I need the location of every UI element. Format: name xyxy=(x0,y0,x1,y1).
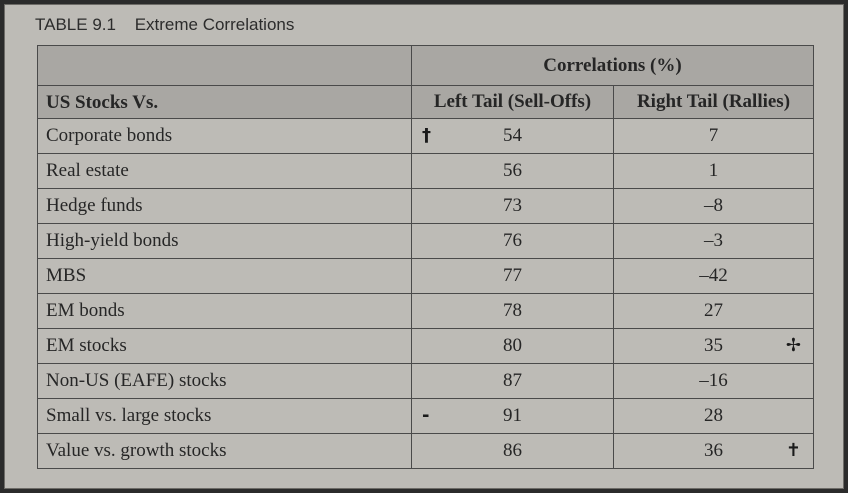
right-tail-number: 27 xyxy=(704,300,723,321)
table-number: TABLE 9.1 xyxy=(35,15,116,34)
table-row: Value vs. growth stocks 86 36 ✝ xyxy=(37,433,814,469)
left-tail-number: 80 xyxy=(503,335,522,356)
right-tail-number: 28 xyxy=(704,405,723,426)
row-label: MBS xyxy=(37,258,412,294)
right-tail-value: 28 xyxy=(613,398,814,434)
left-tail-number: 86 xyxy=(503,440,522,461)
column-header-right-tail: Right Tail (Rallies) xyxy=(613,85,814,119)
book-page: TABLE 9.1 Extreme Correlations Correlati… xyxy=(4,4,844,489)
right-tail-value: –3 xyxy=(613,223,814,259)
table-row: EM stocks 80 35 ✢ xyxy=(37,328,814,364)
table-row: Small vs. large stocks - 91 28 xyxy=(37,398,814,434)
right-tail-number: –16 xyxy=(699,370,728,391)
row-header: US Stocks Vs. xyxy=(37,85,412,119)
right-tail-number: 7 xyxy=(708,125,719,146)
right-tail-number: –3 xyxy=(704,230,723,251)
left-tail-number: 87 xyxy=(503,370,522,391)
row-label: Real estate xyxy=(37,153,412,189)
header-blank xyxy=(37,45,412,86)
table-row: EM bonds 78 27 xyxy=(37,293,814,329)
table-title: Extreme Correlations xyxy=(134,15,295,34)
left-tail-value: 56 xyxy=(411,153,614,189)
left-tail-value: 77 xyxy=(411,258,614,294)
right-tail-number: –42 xyxy=(699,265,728,286)
row-label: High-yield bonds xyxy=(37,223,412,259)
left-tail-number: 78 xyxy=(503,300,522,321)
handwritten-mark: † xyxy=(422,125,431,146)
right-tail-number: –8 xyxy=(704,195,723,216)
left-tail-value: 86 xyxy=(411,433,614,469)
right-tail-value: 1 xyxy=(613,153,814,189)
right-tail-value: 27 xyxy=(613,293,814,329)
handwritten-mark: - xyxy=(422,405,430,426)
left-tail-number: 91 xyxy=(503,405,522,426)
right-tail-value: 35 ✢ xyxy=(613,328,814,364)
group-header: Correlations (%) xyxy=(411,45,814,86)
handwritten-mark: ✝ xyxy=(785,440,801,461)
row-label: Small vs. large stocks xyxy=(37,398,412,434)
right-tail-value: –42 xyxy=(613,258,814,294)
left-tail-value: - 91 xyxy=(411,398,614,434)
right-tail-value: 7 xyxy=(613,118,814,154)
right-tail-number: 1 xyxy=(708,160,719,181)
left-tail-number: 77 xyxy=(503,265,522,286)
left-tail-value: 80 xyxy=(411,328,614,364)
left-tail-number: 54 xyxy=(503,125,522,146)
left-tail-value: 87 xyxy=(411,363,614,399)
table-row: Non-US (EAFE) stocks 87 –16 xyxy=(37,363,814,399)
table-row: MBS 77 –42 xyxy=(37,258,814,294)
left-tail-number: 73 xyxy=(503,195,522,216)
left-tail-number: 56 xyxy=(503,160,522,181)
left-tail-value: 78 xyxy=(411,293,614,329)
row-label: Hedge funds xyxy=(37,188,412,224)
table-row: Real estate 56 1 xyxy=(37,153,814,189)
left-tail-value: 76 xyxy=(411,223,614,259)
left-tail-number: 76 xyxy=(503,230,522,251)
table-row: Hedge funds 73 –8 xyxy=(37,188,814,224)
row-label: Non-US (EAFE) stocks xyxy=(37,363,412,399)
row-label: Value vs. growth stocks xyxy=(37,433,412,469)
left-tail-value: 73 xyxy=(411,188,614,224)
correlations-table: Correlations (%) US Stocks Vs. Left Tail… xyxy=(37,45,814,469)
table-row: High-yield bonds 76 –3 xyxy=(37,223,814,259)
row-label: EM stocks xyxy=(37,328,412,364)
table-caption: TABLE 9.1 Extreme Correlations xyxy=(35,15,294,35)
column-header-left-tail: Left Tail (Sell-Offs) xyxy=(411,85,614,119)
table-row: Corporate bonds † 54 7 xyxy=(37,118,814,154)
row-label: Corporate bonds xyxy=(37,118,412,154)
right-tail-value: –16 xyxy=(613,363,814,399)
handwritten-mark: ✢ xyxy=(785,335,801,356)
right-tail-number: 36 xyxy=(704,440,723,461)
left-tail-value: † 54 xyxy=(411,118,614,154)
row-label: EM bonds xyxy=(37,293,412,329)
right-tail-value: 36 ✝ xyxy=(613,433,814,469)
right-tail-number: 35 xyxy=(704,335,723,356)
right-tail-value: –8 xyxy=(613,188,814,224)
